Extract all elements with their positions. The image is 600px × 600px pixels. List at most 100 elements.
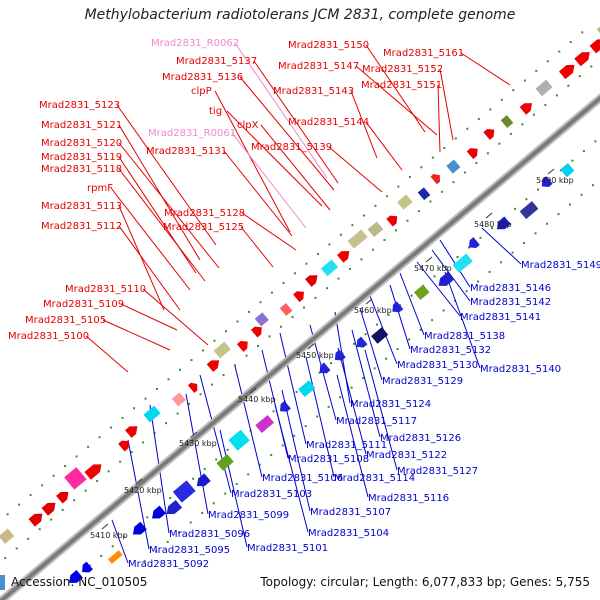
guide-dot — [360, 258, 363, 261]
callout-line-forward — [239, 76, 335, 191]
guide-dot — [189, 521, 192, 524]
callout-line-forward — [85, 335, 129, 373]
callout-line-forward — [253, 60, 339, 184]
callout-line-reverse — [364, 349, 398, 471]
gene-arrow — [196, 473, 211, 487]
guide-dot — [546, 222, 549, 225]
callout-lines — [85, 42, 522, 564]
callout-line-reverse — [279, 332, 307, 445]
gene-arrow — [69, 570, 83, 583]
guide-dot — [212, 502, 215, 505]
guide-dot — [176, 412, 179, 415]
callout-line-forward — [110, 187, 191, 291]
gene-arrow — [64, 467, 87, 490]
gene-label-forward: Mrad2831_5150 — [288, 40, 369, 51]
callout-line-reverse — [219, 429, 248, 548]
guide-dot — [465, 290, 468, 293]
guide-dot — [188, 402, 191, 405]
guide-dot — [234, 364, 237, 367]
callout-line-reverse — [337, 347, 367, 455]
callout-line-forward — [355, 65, 438, 136]
guide-dot — [339, 233, 342, 236]
gene-arrow — [541, 176, 553, 187]
gene-arrow — [535, 79, 553, 97]
guide-dot — [578, 75, 581, 78]
guide-dot — [350, 386, 353, 389]
gene-label-reverse: Mrad2831_5126 — [380, 433, 461, 444]
gene-arrow — [228, 429, 250, 451]
gene-arrow — [392, 301, 404, 313]
callout-line-reverse — [399, 272, 425, 336]
guide-dot — [385, 357, 388, 360]
gene-label-reverse: Mrad2831_5103 — [231, 489, 312, 500]
guide-dot — [445, 265, 448, 268]
gene-arrow — [446, 159, 461, 174]
guide-dot — [293, 434, 296, 437]
guide-dot — [130, 451, 133, 454]
gene-label-reverse: Mrad2831_5092 — [128, 559, 209, 570]
guide-dot — [559, 169, 562, 172]
guide-dot — [121, 416, 124, 419]
guide-dot — [337, 277, 340, 280]
guide-dot — [373, 367, 376, 370]
gene-label-forward: Mrad2831_5143 — [273, 86, 354, 97]
callout-line-reverse — [127, 439, 150, 550]
guide-dot — [535, 69, 538, 72]
guide-dot — [394, 229, 397, 232]
guide-dot — [133, 407, 136, 410]
guide-dot — [98, 436, 101, 439]
guide-dot — [314, 296, 317, 299]
gene-arrow — [496, 216, 511, 230]
gene-label-forward: Mrad2831_5123 — [39, 100, 120, 111]
guide-dot — [272, 410, 275, 413]
gene-arrow — [280, 400, 291, 412]
callout-line-forward — [234, 42, 328, 179]
guide-dot — [304, 425, 307, 428]
gene-arrow — [347, 229, 368, 249]
gene-label-forward: Mrad2831_R0061 — [148, 128, 236, 139]
guide-dot — [362, 376, 365, 379]
gene-arrow — [0, 528, 15, 544]
accession-icon — [0, 575, 5, 590]
guide-dot — [88, 564, 91, 567]
guide-dot — [293, 272, 296, 275]
gene-label-forward: Mrad2831_5139 — [251, 142, 332, 153]
guide-dot — [475, 161, 478, 164]
guide-dot — [397, 185, 400, 188]
gene-labels: Mrad2831_R0062 Mrad2831_5150 Mrad2831_5161… — [8, 38, 600, 570]
gene-label-reverse: Mrad2831_5124 — [350, 399, 431, 410]
gene-label-forward: Mrad2831_5100 — [8, 331, 89, 342]
guide-dot — [410, 294, 413, 297]
gene-label-forward: Mrad2831_5112 — [41, 221, 122, 232]
gene-label-forward: Mrad2831_5109 — [43, 299, 124, 310]
guide-dot — [348, 267, 351, 270]
guide-dot — [443, 147, 446, 150]
guide-dot — [489, 108, 492, 111]
guide-dot — [316, 415, 319, 418]
callout-line-reverse — [389, 284, 411, 350]
guide-dot — [523, 79, 526, 82]
guide-dot — [27, 537, 30, 540]
guide-dot — [341, 352, 344, 355]
guide-dot — [38, 528, 41, 531]
guide-dot — [486, 152, 489, 155]
gene-label-reverse: Mrad2831_5117 — [336, 416, 417, 427]
guide-dot — [75, 455, 78, 458]
gene-label-forward: Mrad2831_5131 — [146, 146, 227, 157]
gene-label-reverse: Mrad2831_5138 — [424, 331, 505, 342]
gene-arrow — [250, 326, 262, 338]
guide-dot — [303, 306, 306, 309]
guide-dot — [498, 142, 501, 145]
guide-dot — [429, 200, 432, 203]
gene-arrow — [236, 340, 248, 352]
gene-label-reverse: Mrad2831_5146 — [470, 283, 551, 294]
callout-line-forward — [214, 90, 291, 233]
guide-dot — [84, 489, 87, 492]
guide-dot — [385, 195, 388, 198]
gene-arrow — [28, 513, 43, 527]
gene-label-forward: rpmF — [87, 183, 113, 194]
gene-arrow — [166, 499, 183, 515]
guide-dot — [6, 513, 9, 516]
guide-dot — [213, 339, 216, 342]
gene-label-forward: Mrad2831_5113 — [41, 201, 122, 212]
